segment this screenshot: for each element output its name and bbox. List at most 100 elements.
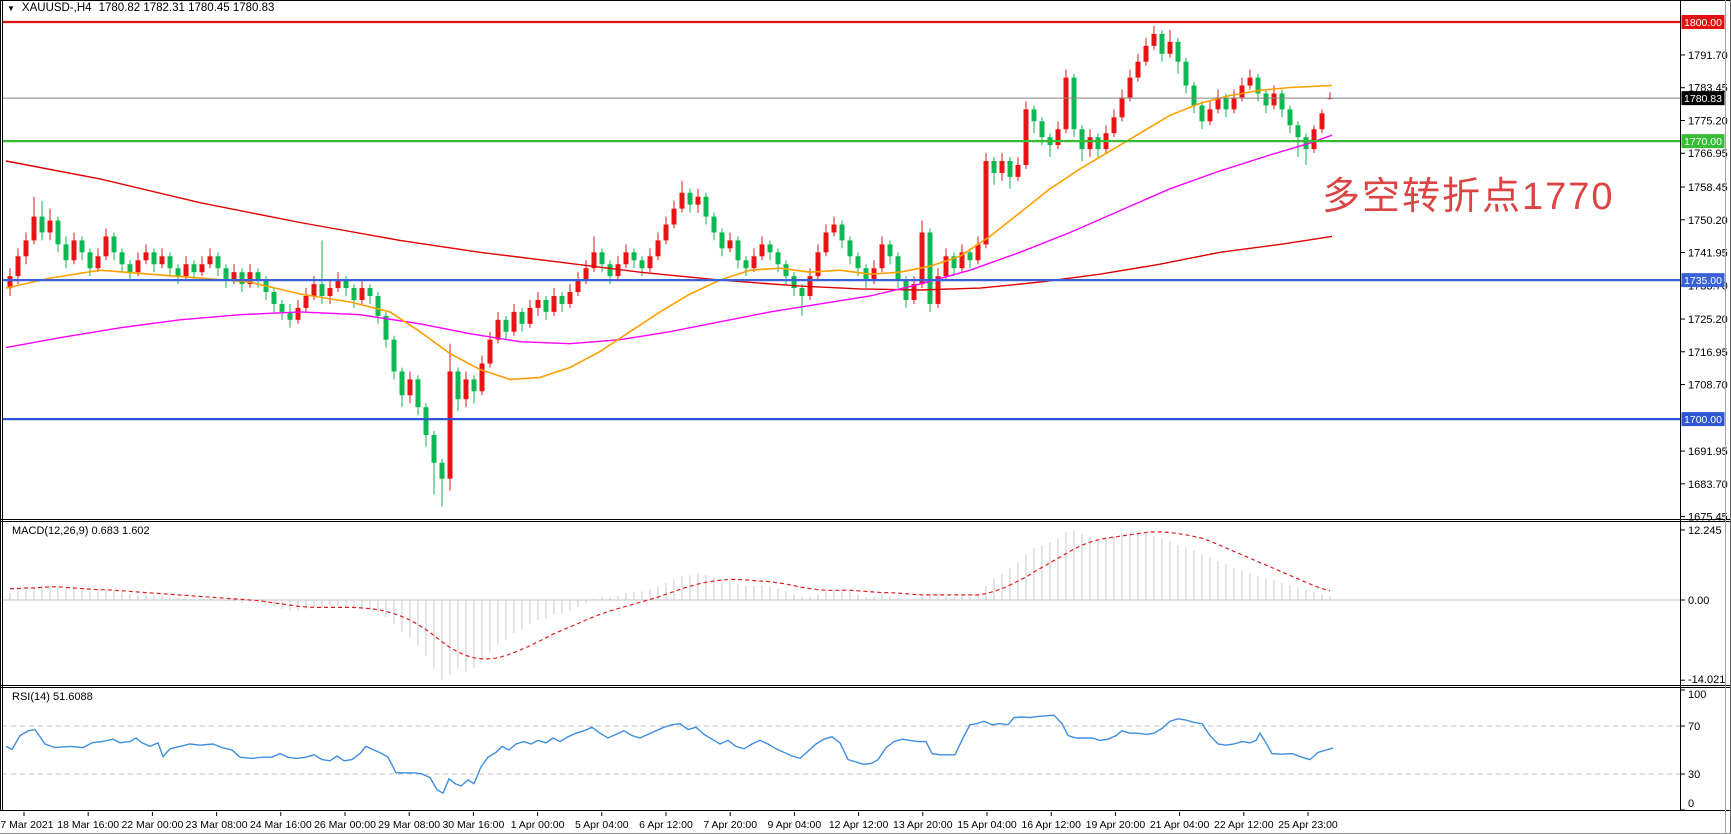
candle-body	[1271, 93, 1277, 106]
candle-body	[639, 260, 645, 269]
candle-body	[471, 379, 477, 392]
macd-tick-label: -14.021	[1688, 674, 1725, 686]
candle-body	[583, 268, 589, 281]
macd-axis[interactable]: 12.245 0.00 -14.021	[1680, 525, 1725, 686]
candle-body	[1135, 61, 1141, 78]
svg-text:1780.83: 1780.83	[1684, 93, 1722, 105]
candle-body	[647, 256, 653, 269]
svg-text:1770.00: 1770.00	[1684, 136, 1722, 148]
candle-body	[127, 264, 133, 273]
time-axis-label: 17 Mar 2021	[0, 819, 54, 831]
price-line-badge: 1735.00	[1681, 273, 1725, 288]
price-pane[interactable]	[0, 0, 1680, 519]
candle-body	[655, 240, 661, 257]
candle-body	[167, 256, 173, 269]
candle-body	[943, 256, 949, 277]
candle-body	[599, 252, 605, 265]
candles	[7, 25, 1333, 507]
candle-body	[823, 232, 829, 253]
candle-body	[103, 236, 109, 257]
candle-body	[695, 196, 701, 205]
candle-body	[55, 220, 61, 245]
candle-body	[359, 288, 365, 300]
candle-body	[975, 244, 981, 261]
candle-body	[175, 268, 181, 277]
chart-header: ▼ XAUUSD-,H4 1780.82 1782.31 1780.45 178…	[7, 2, 274, 14]
candle-body	[1111, 117, 1117, 134]
candle-body	[1183, 61, 1189, 86]
time-axis-label: 23 Mar 08:00	[186, 819, 248, 831]
price-tick-label: 1716.95	[1688, 347, 1728, 359]
rsi-indicator-label: RSI(14) 51.6088	[12, 691, 93, 703]
rsi-tick-label: 100	[1688, 689, 1706, 701]
candle-body	[63, 244, 69, 261]
candle-body	[1007, 160, 1013, 177]
candle-body	[687, 192, 693, 205]
candle-body	[439, 462, 445, 479]
candle-body	[1015, 164, 1021, 177]
candle-body	[31, 216, 37, 241]
macd-pane[interactable]	[0, 522, 1680, 685]
rsi-tick-label: 70	[1688, 721, 1700, 733]
candle-body	[887, 244, 893, 257]
candle-body	[1039, 121, 1045, 138]
candle-body	[79, 240, 85, 253]
candle-body	[415, 379, 421, 408]
chart-annotation-text: 多空转折点1770	[1322, 176, 1615, 218]
rsi-pane[interactable]	[0, 688, 1680, 810]
candle-body	[767, 244, 773, 253]
candle-body	[71, 240, 77, 261]
candle-body	[983, 160, 989, 245]
candle-body	[287, 311, 293, 320]
ohlc-readout: 1780.82 1782.31 1780.45 1780.83	[98, 2, 275, 14]
candle-body	[1311, 129, 1317, 150]
candle-body	[1319, 113, 1325, 130]
candle-body	[1247, 77, 1253, 86]
candle-body	[679, 192, 685, 209]
candle-body	[1063, 77, 1069, 130]
svg-text:1700.00: 1700.00	[1684, 414, 1722, 426]
candle-body	[631, 252, 637, 261]
candle-body	[1143, 45, 1149, 62]
time-axis-label: 19 Apr 20:00	[1086, 819, 1146, 831]
time-axis-label: 5 Apr 04:00	[575, 819, 629, 831]
candle-body	[95, 256, 101, 269]
price-tick-label: 1775.20	[1688, 115, 1728, 127]
time-axis-label: 30 Mar 16:00	[442, 819, 504, 831]
price-axis[interactable]: 1791.701783.451775.201766.951758.451750.…	[1680, 15, 1728, 524]
candle-body	[39, 216, 45, 233]
candle-body	[159, 256, 165, 265]
rsi-tick-label: 30	[1688, 769, 1700, 781]
candle-body	[1031, 109, 1037, 122]
macd-indicator-label: MACD(12,26,9) 0.683 1.602	[12, 525, 150, 537]
candle-body	[615, 264, 621, 277]
candle-body	[383, 315, 389, 340]
rsi-axis[interactable]: 100 70 30 0	[1680, 689, 1706, 811]
candle-body	[519, 311, 525, 324]
macd-tick-label: 0.00	[1688, 595, 1709, 607]
candle-body	[1255, 77, 1261, 94]
candle-body	[479, 363, 485, 392]
candle-body	[1071, 77, 1077, 130]
candle-body	[455, 371, 461, 400]
candle-body	[47, 220, 53, 233]
candle-body	[375, 295, 381, 316]
candle-body	[1167, 41, 1173, 54]
candle-body	[847, 240, 853, 257]
symbol-dropdown-icon[interactable]: ▼	[7, 3, 15, 13]
candle-body	[231, 272, 237, 281]
candle-body	[1279, 93, 1285, 110]
candle-body	[1207, 109, 1213, 122]
candle-body	[495, 319, 501, 340]
candle-body	[399, 371, 405, 396]
candle-body	[951, 256, 957, 269]
price-tick-label: 1708.70	[1688, 380, 1728, 392]
time-axis[interactable]: 17 Mar 2021 18 Mar 16:00 22 Mar 00:00 23 Ma…	[0, 812, 1338, 831]
candle-body	[215, 256, 221, 269]
candle-body	[23, 240, 29, 257]
time-axis-label: 22 Mar 00:00	[121, 819, 183, 831]
candle-body	[143, 252, 149, 261]
candle-body	[15, 256, 21, 277]
